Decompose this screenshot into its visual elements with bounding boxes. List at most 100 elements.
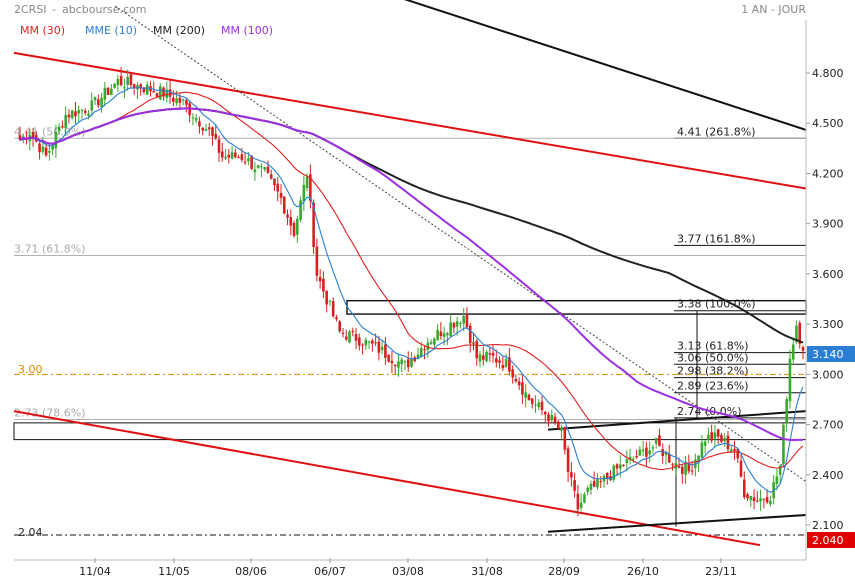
x-tick-label: 11/05	[158, 565, 190, 578]
candle-body	[51, 145, 54, 150]
candle-body	[442, 333, 446, 337]
candle-body	[97, 99, 100, 106]
candle-body	[80, 109, 84, 111]
candle-body	[338, 321, 342, 332]
candle-body	[459, 323, 462, 325]
candle-body	[93, 97, 97, 101]
candle-body	[508, 357, 511, 372]
candle-body	[739, 460, 743, 477]
candle-body	[765, 496, 769, 503]
candle-body	[638, 449, 642, 456]
candle-body	[543, 411, 547, 415]
candle-body	[296, 218, 299, 235]
candle-body	[514, 378, 518, 382]
candle-body	[145, 84, 149, 95]
candle-body	[586, 487, 589, 492]
candle-body	[207, 127, 211, 130]
candle-body	[498, 360, 501, 363]
level-204-label: 2.04	[18, 526, 43, 539]
candle-body	[573, 480, 576, 491]
candle-body	[641, 449, 645, 452]
candle-body	[309, 174, 312, 201]
candle-body	[70, 110, 74, 119]
candle-body	[517, 381, 521, 386]
candle-body	[455, 321, 459, 327]
fib-label: 4.41 (261.8%)	[677, 125, 756, 138]
candle-body	[635, 456, 638, 458]
candle-body	[449, 322, 452, 336]
last-price-tag	[807, 346, 855, 362]
candle-body	[44, 147, 48, 156]
level-3-label: 3.00	[18, 363, 43, 376]
fibonacci-levels: 4.41 (261.8%) 3.77 (161.8%) 3.38 (100.0%) 3…	[13, 125, 807, 536]
candle-body	[397, 361, 400, 368]
candle-body	[462, 316, 465, 324]
candle-body	[48, 150, 51, 153]
candle-body	[315, 246, 319, 276]
rising-base-line	[547, 513, 807, 533]
candle-body	[713, 432, 717, 439]
source-label: abcbourse.com	[62, 3, 146, 16]
candle-body	[358, 337, 361, 346]
candle-body	[335, 317, 338, 320]
candle-body	[201, 127, 204, 131]
candle-body	[645, 447, 648, 457]
candle-body	[204, 129, 208, 131]
candle-body	[123, 87, 126, 89]
candles	[18, 67, 805, 517]
candle-body	[596, 478, 599, 488]
fib-left-label: 3.71 (61.8%)	[14, 242, 86, 255]
fib-label: 2.98 (38.2%)	[677, 365, 749, 378]
candle-body	[260, 166, 263, 168]
candle-body	[419, 348, 423, 357]
candle-body	[788, 358, 792, 402]
candle-body	[31, 132, 35, 138]
candle-body	[491, 352, 495, 356]
candle-body	[468, 325, 472, 344]
candle-body	[234, 152, 237, 158]
candle-body	[103, 87, 107, 100]
candle-body	[648, 450, 651, 455]
candle-body	[667, 454, 671, 463]
x-tick-label: 11/04	[79, 565, 111, 578]
y-tick-label: 4.800	[812, 67, 844, 80]
y-tick-label: 3.600	[812, 268, 844, 281]
low-price-tag	[807, 532, 855, 548]
candle-body	[475, 340, 479, 359]
candle-body	[576, 493, 580, 510]
candle-body	[762, 498, 766, 500]
candle-body	[720, 434, 723, 442]
candle-body	[632, 458, 635, 460]
candle-body	[658, 435, 661, 446]
candle-body	[625, 459, 629, 464]
candle-body	[710, 432, 713, 441]
candle-body	[100, 97, 103, 108]
candle-body	[227, 154, 231, 158]
candle-body	[322, 278, 325, 292]
candle-body	[452, 322, 456, 328]
candle-body	[387, 354, 390, 362]
candle-body	[687, 463, 691, 472]
upper-black-line	[403, 0, 807, 131]
candle-body	[465, 314, 469, 328]
lower-channel-line	[13, 410, 761, 547]
candle-body	[677, 466, 681, 468]
candle-body	[795, 325, 798, 343]
candle-body	[191, 117, 195, 119]
candle-body	[302, 184, 306, 202]
candle-body	[354, 334, 358, 341]
candle-body	[540, 401, 544, 411]
fib-label: 3.77 (161.8%)	[677, 232, 756, 245]
candle-body	[110, 88, 113, 96]
candle-body	[266, 166, 270, 173]
candle-body	[61, 126, 64, 128]
y-tick-label: 4.200	[812, 167, 844, 180]
candle-body	[325, 290, 328, 305]
candle-body	[198, 121, 201, 127]
candle-body	[485, 351, 488, 362]
candle-body	[289, 217, 293, 226]
fib-label: 3.38 (100.0%)	[677, 298, 756, 311]
candle-body	[400, 359, 404, 364]
candle-body	[393, 364, 397, 367]
legend-item: MM (200)	[153, 24, 205, 37]
